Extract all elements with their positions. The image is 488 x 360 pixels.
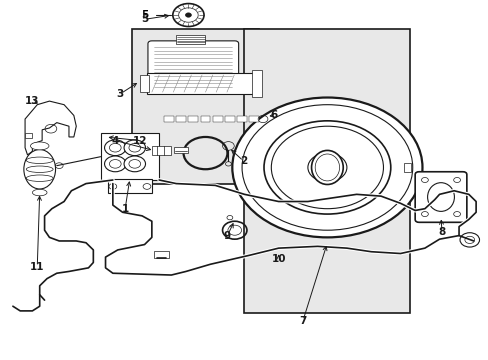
Ellipse shape xyxy=(30,142,49,150)
Bar xyxy=(163,116,173,122)
Text: 3: 3 xyxy=(116,89,123,99)
Bar xyxy=(25,134,32,138)
Circle shape xyxy=(172,4,203,27)
Ellipse shape xyxy=(427,183,453,211)
Bar xyxy=(176,35,205,44)
Text: 8: 8 xyxy=(437,227,445,237)
Text: 5: 5 xyxy=(141,14,148,24)
Ellipse shape xyxy=(32,189,47,196)
Bar xyxy=(403,163,410,172)
FancyBboxPatch shape xyxy=(148,41,238,93)
Bar xyxy=(176,116,185,122)
Text: 6: 6 xyxy=(269,111,277,121)
Bar xyxy=(173,147,188,153)
Bar xyxy=(188,116,198,122)
Circle shape xyxy=(232,98,422,237)
Bar xyxy=(132,30,259,184)
Bar xyxy=(152,146,171,155)
Text: 4: 4 xyxy=(111,136,119,145)
Circle shape xyxy=(104,156,126,172)
Bar xyxy=(108,179,152,193)
Text: 1: 1 xyxy=(121,204,128,215)
Bar xyxy=(224,116,234,122)
Text: 13: 13 xyxy=(25,96,40,106)
Polygon shape xyxy=(25,101,76,155)
Bar xyxy=(251,70,261,97)
Bar xyxy=(140,75,149,92)
Circle shape xyxy=(124,156,145,172)
Text: 11: 11 xyxy=(30,262,44,272)
Text: 10: 10 xyxy=(271,254,285,264)
Bar xyxy=(101,134,159,180)
Text: 5: 5 xyxy=(141,10,148,20)
Ellipse shape xyxy=(315,154,339,181)
Text: 7: 7 xyxy=(299,316,306,325)
Circle shape xyxy=(104,140,126,156)
Ellipse shape xyxy=(24,149,56,189)
Bar xyxy=(244,30,409,313)
Circle shape xyxy=(264,121,390,214)
Bar xyxy=(237,116,246,122)
Bar xyxy=(200,116,210,122)
Ellipse shape xyxy=(311,150,343,184)
Text: 2: 2 xyxy=(240,156,246,166)
Bar xyxy=(147,73,259,94)
Text: 9: 9 xyxy=(224,231,230,240)
Bar xyxy=(249,116,259,122)
Circle shape xyxy=(271,126,383,209)
Circle shape xyxy=(307,153,346,182)
Circle shape xyxy=(124,140,145,156)
FancyBboxPatch shape xyxy=(414,172,466,222)
Bar xyxy=(212,116,222,122)
Circle shape xyxy=(242,105,412,230)
Bar xyxy=(154,251,168,258)
Circle shape xyxy=(185,13,191,17)
Text: 12: 12 xyxy=(132,136,146,145)
